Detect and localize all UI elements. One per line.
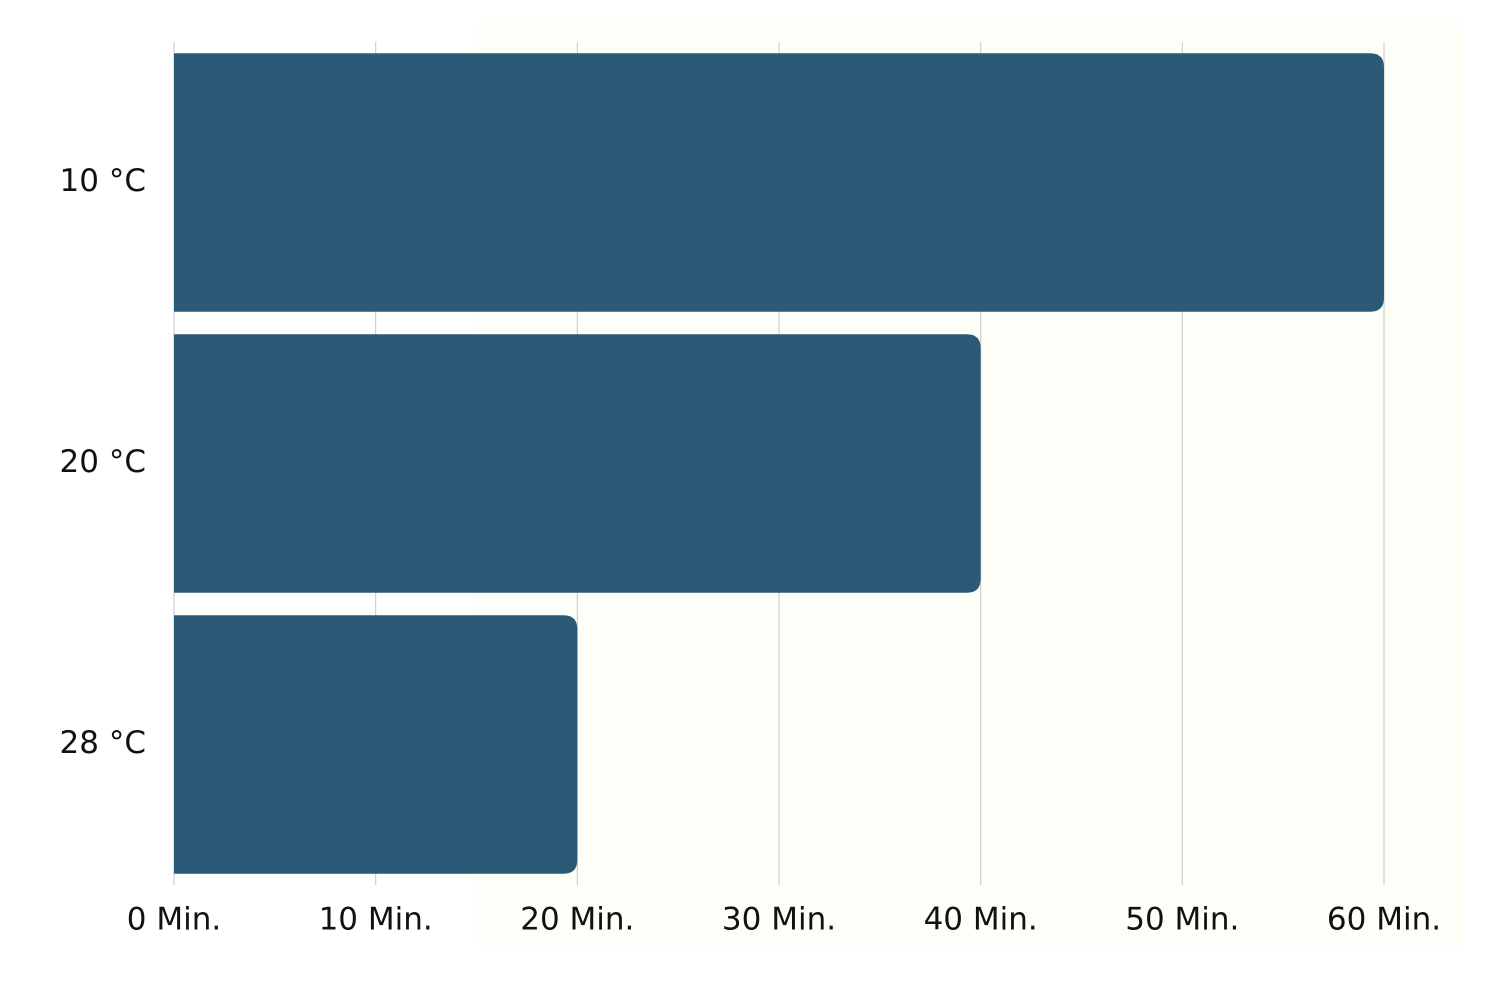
y-tick-label: 28 °C: [60, 725, 146, 761]
x-tick-label: 60 Min.: [1327, 902, 1441, 938]
x-tick-label: 40 Min.: [924, 902, 1038, 938]
x-tick-label: 50 Min.: [1125, 902, 1239, 938]
bar: [174, 615, 578, 874]
x-tick-label: 10 Min.: [319, 902, 433, 938]
x-tick-label: 0 Min.: [127, 902, 221, 938]
y-tick-label: 10 °C: [60, 163, 146, 199]
y-tick-label: 20 °C: [60, 444, 146, 480]
bar: [174, 334, 981, 593]
x-tick-label: 30 Min.: [722, 902, 836, 938]
x-tick-label: 20 Min.: [520, 902, 634, 938]
bar: [174, 53, 1384, 312]
